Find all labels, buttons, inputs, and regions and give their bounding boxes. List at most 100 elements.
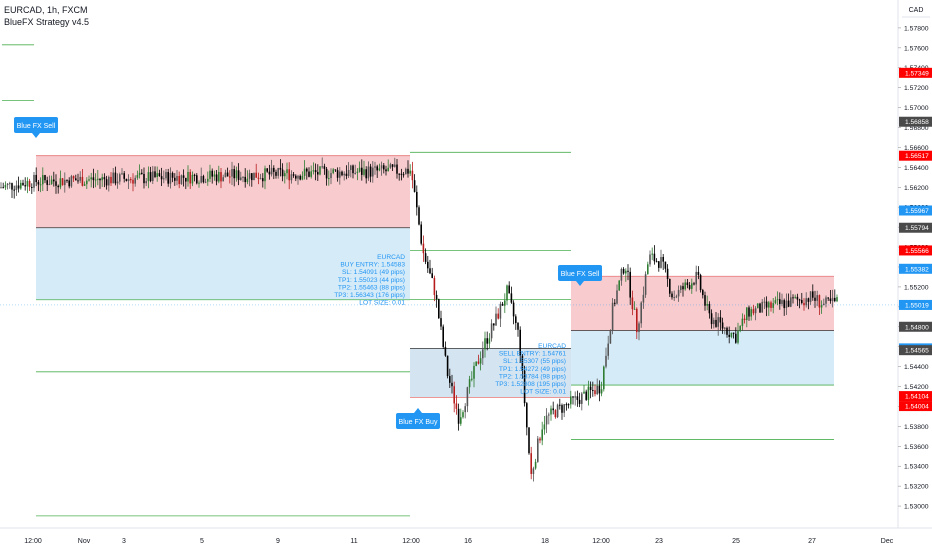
candle <box>385 169 387 172</box>
candle <box>59 178 62 188</box>
candle <box>376 166 378 171</box>
candle <box>405 168 407 175</box>
candle <box>347 169 350 177</box>
candle <box>119 174 121 182</box>
price-label-value: 1.55794 <box>905 225 929 232</box>
candle <box>242 176 244 178</box>
candle <box>90 177 92 180</box>
candle <box>332 169 334 174</box>
candle <box>660 256 662 268</box>
candle <box>671 293 673 298</box>
candle <box>123 173 125 179</box>
price-tick-label: 1.56600 <box>904 145 929 152</box>
price-axis: CAD 1.53000 1.53200 1.53400 1.53600 1.53800 1.… <box>897 0 932 550</box>
time-tick-label: 23 <box>655 538 663 545</box>
signal-tag-label: Blue FX Buy <box>399 419 438 426</box>
candle <box>585 391 587 400</box>
candle <box>13 189 15 191</box>
price-label-box <box>899 299 932 310</box>
candle <box>273 167 275 172</box>
candle <box>50 179 53 185</box>
candle <box>435 294 438 300</box>
chart-legend: EURCAD, 1h, FXCM BlueFX Strategy v4.5 <box>4 4 89 28</box>
price-tick-label: 1.56800 <box>904 125 929 132</box>
candle <box>543 424 546 430</box>
candle <box>644 274 647 295</box>
signal-tag-pointer <box>414 408 422 413</box>
target-zone <box>410 348 571 398</box>
candle <box>152 171 154 182</box>
candle <box>308 171 310 177</box>
price-label-value: 1.56517 <box>905 153 929 160</box>
target-zone <box>571 330 834 386</box>
candle <box>110 176 112 184</box>
candle <box>534 461 537 469</box>
strategy-title: BlueFX Strategy v4.5 <box>4 17 90 27</box>
candle <box>251 173 253 181</box>
candle <box>486 338 488 344</box>
candle <box>521 355 524 371</box>
candle <box>684 282 686 290</box>
candle <box>528 427 530 454</box>
candle <box>132 179 134 184</box>
candle <box>185 177 187 182</box>
signal-info-line: EURCAD <box>538 343 566 350</box>
candle <box>253 172 255 181</box>
candle <box>350 165 352 170</box>
candle <box>266 168 268 172</box>
candle <box>526 403 528 428</box>
candle <box>224 172 227 178</box>
candle <box>781 300 783 304</box>
signal-tag <box>14 117 58 133</box>
candle <box>794 296 796 298</box>
time-tick-label: 18 <box>541 538 549 545</box>
candle <box>682 286 684 290</box>
candle <box>741 318 744 327</box>
candle <box>411 170 414 181</box>
candle <box>785 300 788 309</box>
candle <box>134 177 136 184</box>
candle <box>22 182 24 186</box>
candle <box>662 256 664 262</box>
candle <box>37 182 40 185</box>
candle <box>356 171 359 173</box>
candle <box>163 178 165 180</box>
candle <box>541 429 543 441</box>
candle <box>145 181 147 184</box>
candle <box>64 179 66 186</box>
candle <box>363 169 365 175</box>
candle <box>407 168 409 174</box>
price-tick-label: 1.57200 <box>904 85 929 92</box>
candle <box>798 299 801 301</box>
candle <box>743 318 746 320</box>
price-label-box <box>899 245 932 256</box>
signal-info-line: SL: 1.54091 (49 pips) <box>342 269 405 276</box>
candle <box>460 417 462 424</box>
candle <box>442 326 444 347</box>
candle <box>374 166 376 168</box>
candle <box>237 170 240 180</box>
symbol-title: EURCAD, 1h, FXCM <box>4 5 88 15</box>
candle <box>638 323 640 333</box>
candle <box>440 318 442 327</box>
candle <box>345 173 348 177</box>
candle <box>147 172 150 182</box>
candle <box>479 358 482 364</box>
candle <box>504 300 506 306</box>
candle <box>418 207 420 225</box>
candle <box>306 168 308 172</box>
signal-info-line: SL: 1.55307 (55 pips) <box>503 358 566 365</box>
price-axis-bg <box>898 0 932 550</box>
candle <box>629 271 631 298</box>
candle <box>6 183 9 186</box>
candles <box>0 157 838 482</box>
candle <box>726 327 728 335</box>
candle <box>539 438 541 441</box>
candle <box>735 333 737 343</box>
candle <box>211 170 213 177</box>
candle <box>761 301 763 313</box>
price-tick-label: 1.54400 <box>904 364 929 371</box>
candle <box>174 177 176 181</box>
signal-tag-label: Blue FX Sell <box>561 271 600 278</box>
